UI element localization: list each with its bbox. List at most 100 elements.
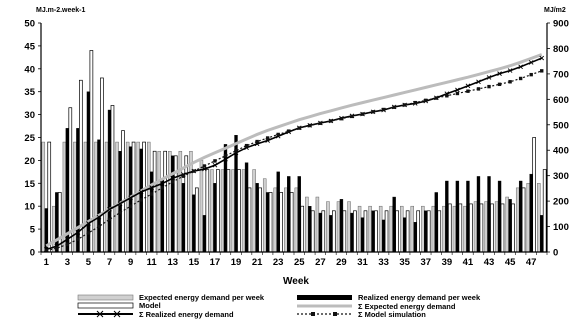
- model-sum-marker: [455, 91, 460, 96]
- realized-week-bar: [529, 173, 533, 253]
- model-sum-marker: [529, 72, 533, 77]
- realized-sum-marker: [75, 230, 81, 235]
- realized-week-bar: [318, 212, 323, 253]
- expected-week-bar: [305, 196, 309, 253]
- model-bar: [532, 137, 536, 253]
- legend-label-expected-week: Expected energy demand per week: [139, 293, 265, 302]
- legend-label-model-sum: Σ Model simulation: [358, 310, 426, 319]
- model-bar: [469, 203, 473, 253]
- model-bar: [542, 169, 547, 253]
- model-bar: [416, 210, 421, 253]
- realized-sum-marker: [170, 175, 176, 181]
- x-tick-label: 15: [189, 257, 200, 268]
- expected-week-bar: [347, 201, 351, 253]
- model-sum-marker: [192, 169, 196, 173]
- left-tick-label: 20: [24, 156, 35, 167]
- model-bar: [279, 192, 283, 253]
- realized-sum-marker: [128, 195, 133, 201]
- realized-week-bar: [339, 199, 344, 253]
- left-tick-label: 15: [24, 179, 35, 190]
- realized-week-bar: [466, 180, 470, 253]
- model-bar: [47, 141, 52, 253]
- x-tick-label: 17: [210, 257, 221, 268]
- model-bar: [405, 210, 410, 253]
- expected-week-bar: [115, 141, 119, 253]
- model-sum-marker: [392, 105, 396, 109]
- expected-week-bar: [199, 160, 204, 253]
- model-sum-marker: [244, 143, 249, 148]
- expected-week-bar: [315, 196, 320, 253]
- expected-week-bar: [136, 141, 140, 253]
- model-sum-marker: [476, 87, 481, 91]
- left-tick-label: 50: [24, 19, 35, 30]
- x-tick-label: 3: [65, 257, 70, 268]
- realized-week-bar: [508, 199, 512, 253]
- model-bar: [521, 187, 526, 253]
- expected-week-bar: [262, 178, 267, 253]
- model-bar: [490, 203, 494, 253]
- model-sum-marker: [360, 112, 365, 116]
- expected-week-bar: [452, 205, 457, 253]
- right-tick-label: 700: [553, 69, 569, 80]
- realized-week-bar: [181, 183, 185, 253]
- realized-week-bar: [97, 139, 101, 253]
- left-axis-unit: MJ.m-2.week-1: [36, 7, 86, 14]
- model-sum-marker: [350, 114, 354, 119]
- model-sum-marker: [44, 249, 48, 253]
- right-tick-label: 800: [553, 44, 569, 55]
- expected-week-bar: [273, 187, 277, 253]
- realized-week-bar: [434, 192, 438, 253]
- realized-sum-marker: [149, 185, 155, 190]
- realized-week-bar: [487, 176, 491, 253]
- realized-sum-marker: [486, 75, 492, 80]
- model-bar: [458, 203, 463, 253]
- realized-week-bar: [476, 176, 481, 253]
- model-sum-marker: [424, 98, 428, 103]
- realized-week-bar: [381, 219, 386, 253]
- realized-week-bar: [403, 217, 407, 253]
- model-sum-marker: [97, 224, 101, 229]
- x-tick-label: 11: [147, 257, 158, 268]
- model-bar: [152, 150, 157, 253]
- model-sum-marker: [255, 139, 259, 144]
- expected-week-bar: [526, 183, 530, 253]
- realized-sum-marker: [518, 64, 523, 70]
- right-tick-label: 900: [553, 19, 569, 30]
- realized-sum-marker: [455, 87, 460, 93]
- model-sum-marker: [202, 164, 207, 168]
- model-sum-marker: [308, 123, 312, 128]
- left-tick-label: 40: [24, 64, 35, 75]
- x-tick-label: 7: [107, 257, 112, 268]
- realized-week-bar: [540, 215, 544, 253]
- realized-sum-marker: [528, 60, 534, 65]
- model-bar: [426, 210, 431, 253]
- realized-week-bar: [244, 162, 249, 253]
- x-tick-label: 25: [294, 257, 305, 268]
- x-tick-label: 43: [484, 257, 495, 268]
- realized-sum-marker: [476, 79, 481, 85]
- model-sum-marker: [508, 80, 512, 84]
- realized-sum-marker: [96, 214, 102, 220]
- right-axis-ticks: 0 100 200 300 400 500 600 700 800 900: [547, 19, 569, 259]
- model-sum-marker: [540, 69, 544, 73]
- realized-week-bar: [455, 180, 460, 253]
- model-sum-marker: [297, 126, 301, 130]
- expected-week-bar: [147, 141, 151, 253]
- x-tick-label: 13: [167, 257, 178, 268]
- realized-week-bar: [424, 210, 428, 253]
- legend-item-expected-sum: Σ Expected energy demand: [297, 302, 456, 311]
- realized-week-bar: [360, 217, 365, 253]
- expected-week-bar: [378, 205, 383, 253]
- legend-swatch-expected-week: [77, 294, 134, 301]
- realized-sum-marker: [465, 83, 471, 89]
- expected-week-bar: [515, 187, 520, 253]
- model-sum-marker: [371, 110, 375, 114]
- realized-week-bar: [350, 212, 354, 253]
- realized-week-bar: [255, 183, 259, 253]
- realized-sum-marker: [159, 181, 165, 186]
- model-sum-marker: [413, 100, 417, 105]
- model-bar: [437, 210, 442, 253]
- model-bar: [511, 203, 515, 253]
- model-sum-marker: [329, 119, 333, 123]
- model-sum-marker: [107, 217, 112, 222]
